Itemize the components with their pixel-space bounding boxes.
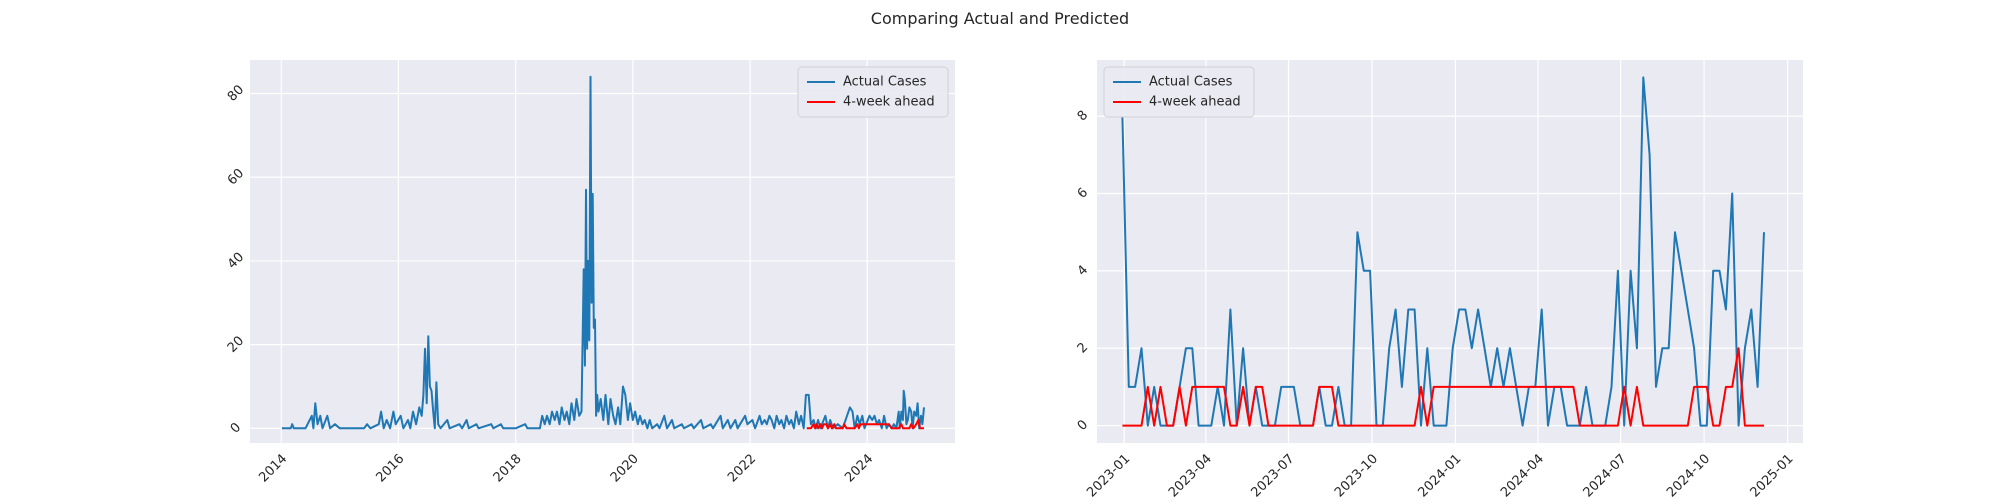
- x-tick-label: 2020: [608, 451, 642, 485]
- legend-box: [797, 66, 949, 118]
- x-tick-label: 2023-04: [1166, 451, 1215, 500]
- y-tick-label: 4: [1075, 263, 1091, 279]
- x-tick-label: 2014: [256, 451, 290, 485]
- chart-right: 2023-01 2023-04 2023-07 2023-10 2024-01 2024-…: [1075, 60, 1803, 500]
- y-tick-label: 8: [1075, 108, 1091, 124]
- legend: Actual Cases 4-week ahead: [797, 66, 949, 118]
- legend-label: Actual Cases: [1149, 75, 1233, 90]
- series-line-4-week-ahead: [806, 419, 924, 430]
- x-tick-label: 2024-10: [1664, 451, 1713, 500]
- x-tick-label: 2024-07: [1581, 451, 1630, 500]
- x-tick-label: 2023-10: [1332, 451, 1381, 500]
- chart-left: 2014 2016 2018 2020 2022 2024 0 20 40 60 80 Actual …: [225, 60, 955, 485]
- plot-area: [250, 60, 955, 443]
- y-tick-label: 0: [228, 420, 244, 436]
- y-tick-label: 2: [1075, 340, 1091, 356]
- series-line-actual-cases: [1121, 76, 1765, 427]
- x-tick-label: 2018: [491, 451, 525, 485]
- y-tick-label: 40: [225, 250, 247, 272]
- y-tick-label: 20: [225, 333, 247, 355]
- x-tick-label: 2016: [373, 451, 407, 485]
- x-tick-label: 2024-04: [1498, 451, 1547, 500]
- y-tick-label: 6: [1075, 185, 1091, 201]
- legend-label: Actual Cases: [843, 75, 927, 90]
- y-tick-label: 60: [225, 166, 247, 188]
- x-tick-label: 2024-01: [1415, 451, 1464, 500]
- figure-title: Comparing Actual and Predicted: [871, 9, 1129, 28]
- legend-box: [1103, 66, 1255, 118]
- x-tick-label: 2023-01: [1084, 451, 1133, 500]
- x-tick-label: 2023-07: [1248, 451, 1297, 500]
- legend-label: 4-week ahead: [1149, 95, 1241, 110]
- x-tick-label: 2025-01: [1748, 451, 1797, 500]
- series-line-4-week-ahead: [1122, 347, 1764, 427]
- y-tick-label: 0: [1075, 417, 1091, 433]
- x-tick-label: 2024: [842, 451, 876, 485]
- legend: Actual Cases 4-week ahead: [1103, 66, 1255, 118]
- y-tick-label: 80: [225, 82, 247, 104]
- x-tick-label: 2022: [725, 451, 759, 485]
- series-line-actual-cases: [281, 75, 925, 430]
- legend-label: 4-week ahead: [843, 95, 935, 110]
